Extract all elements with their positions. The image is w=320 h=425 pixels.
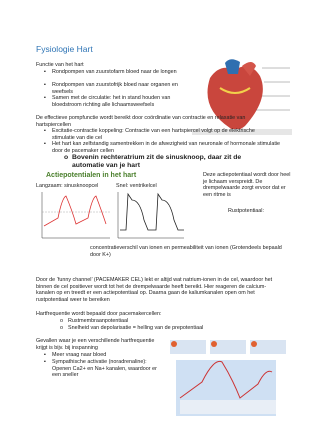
bullet: Sympathische activatie (noradrenaline): … xyxy=(44,359,162,379)
bullet: Rondpompen van zuurstofarm bloed naar de… xyxy=(44,69,182,76)
paragraph: Hartfrequentie wordt bepaald door pacema… xyxy=(36,311,162,317)
page: Fysiologie Hart Functie van het hart Ron… xyxy=(0,0,300,425)
paragraph: Deze actiepotentiaal wordt door heel je … xyxy=(203,172,291,198)
heading: Functie van het hart xyxy=(36,62,84,68)
bullet: Excitatie-contractie koppeling: Contract… xyxy=(44,128,272,141)
bullet: Meer vraag naar bloed xyxy=(44,352,162,359)
bullet: Samen met de circulatie: het in stand ho… xyxy=(44,95,187,108)
bullet: Rondpompen van zuurstofrijk bloed naar o… xyxy=(44,82,182,95)
sub-bullet: Snelheid van depolarisatie = helling van… xyxy=(60,325,203,332)
sub-bullet: Rustmembraanpotentiaal xyxy=(60,318,128,325)
label: Rustpotentiaal: xyxy=(228,208,264,214)
paragraph: concentratieverschil van ionen en permea… xyxy=(90,245,282,258)
graph-label: Snel: ventrikelcel xyxy=(116,183,157,189)
graph-label: Langzaam: sinusknoopcel xyxy=(36,183,99,189)
graph-image xyxy=(41,192,184,239)
paragraph: De effectieve pompfunctie wordt bereikt … xyxy=(36,115,246,128)
sub-bullet: Bovenin rechteratrium zit de sinusknoop,… xyxy=(64,154,272,170)
heading: Actiepotentialen in het hart xyxy=(46,172,137,179)
pacemaker-image xyxy=(166,338,294,422)
paragraph: Door de ‘funny channel’ (PACEMAKER CEL) … xyxy=(36,277,273,303)
paragraph: Gevallen waar je een verschillende hartf… xyxy=(36,338,155,351)
title: Fysiologie Hart xyxy=(36,44,93,54)
bullet: Het hart kan zelfstandig samentrekken in… xyxy=(44,141,282,154)
